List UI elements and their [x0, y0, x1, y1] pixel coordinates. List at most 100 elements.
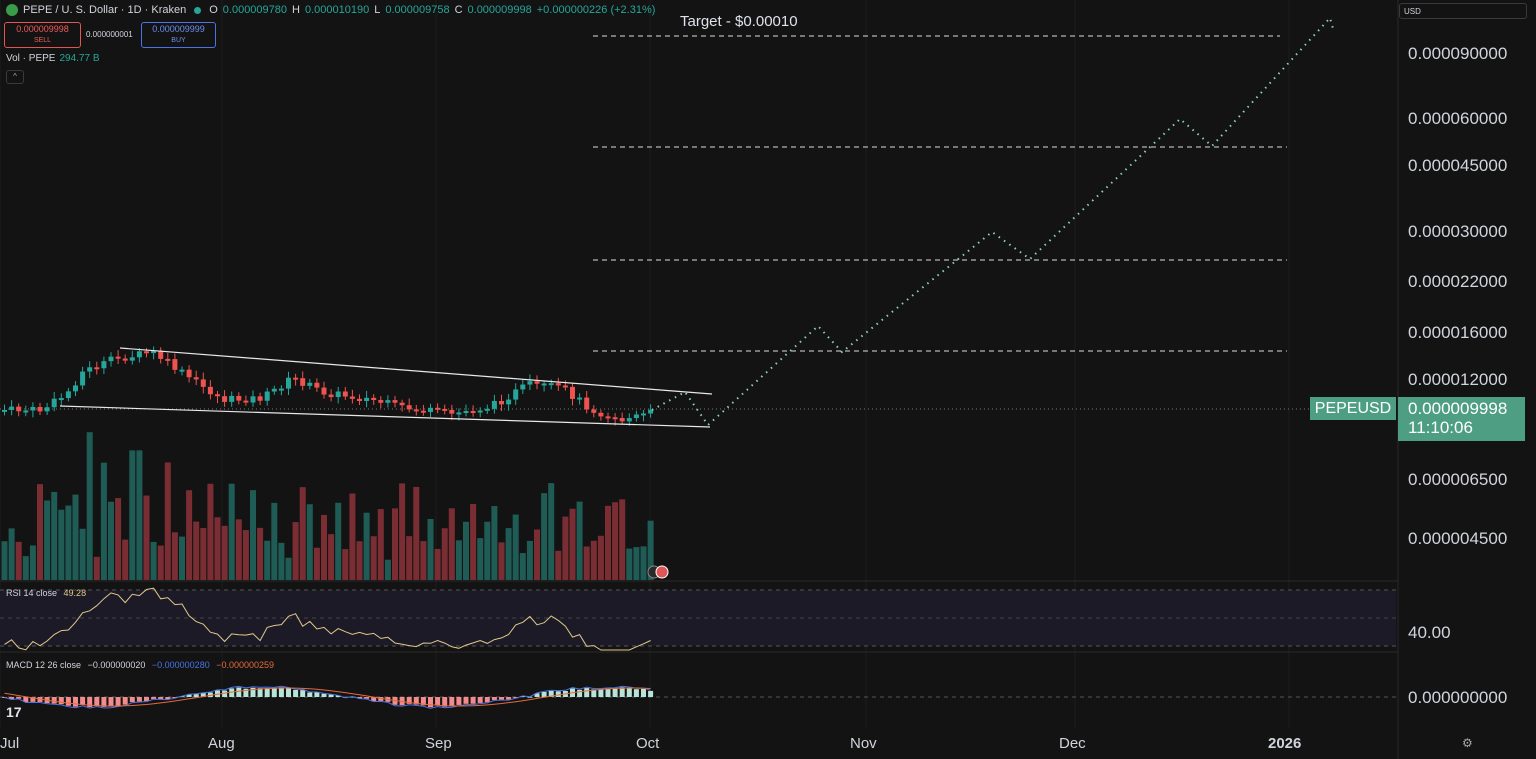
- macd-histogram-bar: [456, 697, 462, 705]
- candle: [250, 396, 256, 403]
- volume-bar: [555, 550, 562, 580]
- macd-histogram-bar: [442, 697, 448, 707]
- symbol-price-tag: PEPEUSD: [1310, 397, 1396, 420]
- volume-bar: [207, 483, 214, 580]
- candle: [456, 412, 462, 415]
- volume-bar: [171, 532, 178, 580]
- candle: [491, 400, 497, 409]
- candle: [115, 356, 121, 359]
- target-levels[interactable]: [593, 35, 1287, 352]
- volume-legend[interactable]: Vol · PEPE 294.77 B: [6, 53, 100, 64]
- candle: [293, 377, 299, 380]
- volume-bar: [264, 540, 271, 580]
- macd-histogram-bar: [527, 696, 533, 698]
- macd-histogram-bar: [435, 697, 441, 706]
- volume-bar: [221, 525, 228, 580]
- macd-hist-value: −0.000000259: [216, 660, 275, 670]
- projection-path[interactable]: [651, 16, 1335, 427]
- volume-bar: [37, 484, 43, 580]
- macd-signal-value: −0.000000280: [151, 660, 210, 670]
- candle: [286, 377, 291, 389]
- descending-channel[interactable]: [59, 347, 713, 428]
- sell-price: 0.000009998: [16, 24, 69, 34]
- candle: [385, 400, 391, 403]
- macd-histogram-bar: [470, 697, 476, 704]
- close-value: 0.000009998: [467, 4, 532, 16]
- macd-histogram-bar: [229, 688, 235, 697]
- candle: [44, 407, 50, 412]
- volume-bar: [285, 557, 292, 580]
- currency-select[interactable]: USD: [1399, 3, 1527, 19]
- candle: [37, 406, 43, 412]
- candle: [16, 406, 22, 412]
- volume-bar: [150, 541, 157, 580]
- macd-histogram-bar: [222, 690, 228, 697]
- candle: [626, 418, 632, 422]
- macd-histogram-bar: [378, 697, 384, 701]
- rsi-legend[interactable]: RSI 14 close 49.28: [6, 588, 86, 598]
- candle: [413, 409, 419, 412]
- news-flag-icon[interactable]: [647, 565, 669, 579]
- macd-histogram-bar: [619, 687, 625, 697]
- time-axis-label: Sep: [425, 735, 452, 752]
- macd-histogram-bar: [307, 692, 313, 697]
- macd-histogram-bar: [286, 688, 291, 697]
- volume-bar: [356, 541, 363, 580]
- volume-bar: [321, 514, 327, 580]
- macd-histogram-bar: [51, 697, 57, 704]
- volume-bar: [370, 536, 377, 580]
- price-axis-label: 0.000090000: [1408, 44, 1508, 63]
- candle: [229, 395, 235, 402]
- volume-bar: [86, 432, 93, 580]
- tradingview-logo[interactable]: 17: [6, 704, 22, 720]
- volume-bar: [647, 520, 654, 580]
- last-price-value: 0.000009998: [1408, 399, 1508, 418]
- target-annotation[interactable]: Target - $0.00010: [680, 13, 798, 30]
- buy-button[interactable]: 0.000009999 BUY: [141, 22, 216, 48]
- volume-bar: [164, 462, 171, 580]
- sell-button[interactable]: 0.000009998 SELL: [4, 22, 81, 48]
- channel-lower-line[interactable]: [59, 405, 711, 428]
- macd-histogram-bar: [87, 697, 93, 707]
- volume-bar: [328, 534, 335, 580]
- macd-histogram-bar: [271, 688, 277, 697]
- volume-bar: [583, 546, 590, 580]
- macd-histogram-bar: [73, 697, 78, 707]
- rsi-axis-label: 40.00: [1408, 623, 1451, 642]
- time-axis-label: Jul: [0, 735, 20, 752]
- candle: [619, 418, 625, 422]
- candle: [179, 369, 185, 372]
- macd-histogram-bar: [16, 697, 22, 699]
- candle: [65, 391, 71, 399]
- candle: [335, 391, 341, 398]
- volume-bar: [65, 505, 72, 580]
- macd-histogram-bar: [151, 697, 157, 700]
- volume-bar: [377, 509, 384, 580]
- volume-bar: [136, 450, 143, 580]
- symbol-title[interactable]: PEPE / U. S. Dollar · 1D · Kraken: [23, 4, 187, 16]
- macd-histogram-bar: [136, 697, 142, 702]
- sell-label: SELL: [33, 37, 52, 44]
- volume-bar: [626, 548, 633, 580]
- volume-bar: [413, 486, 420, 580]
- volume-bar: [526, 540, 533, 580]
- collapse-legend-button[interactable]: ^: [6, 70, 24, 84]
- volume-bar: [619, 499, 626, 580]
- candle: [342, 391, 348, 397]
- candle: [23, 410, 29, 413]
- macd-histogram-bar: [648, 690, 654, 697]
- volume-bar: [115, 498, 122, 580]
- volume-bar: [505, 528, 512, 580]
- candle: [527, 381, 533, 385]
- volume-bar: [399, 483, 406, 580]
- volume-bar: [278, 542, 285, 580]
- macd-legend[interactable]: MACD 12 26 close −0.000000020 −0.0000002…: [6, 660, 274, 670]
- volume-bar: [29, 545, 36, 580]
- macd-histogram-bar: [449, 697, 455, 707]
- candle: [257, 396, 263, 401]
- settings-icon[interactable]: ⚙: [1462, 736, 1473, 750]
- channel-upper-line[interactable]: [119, 347, 713, 395]
- candle: [428, 407, 433, 412]
- candle: [328, 394, 334, 398]
